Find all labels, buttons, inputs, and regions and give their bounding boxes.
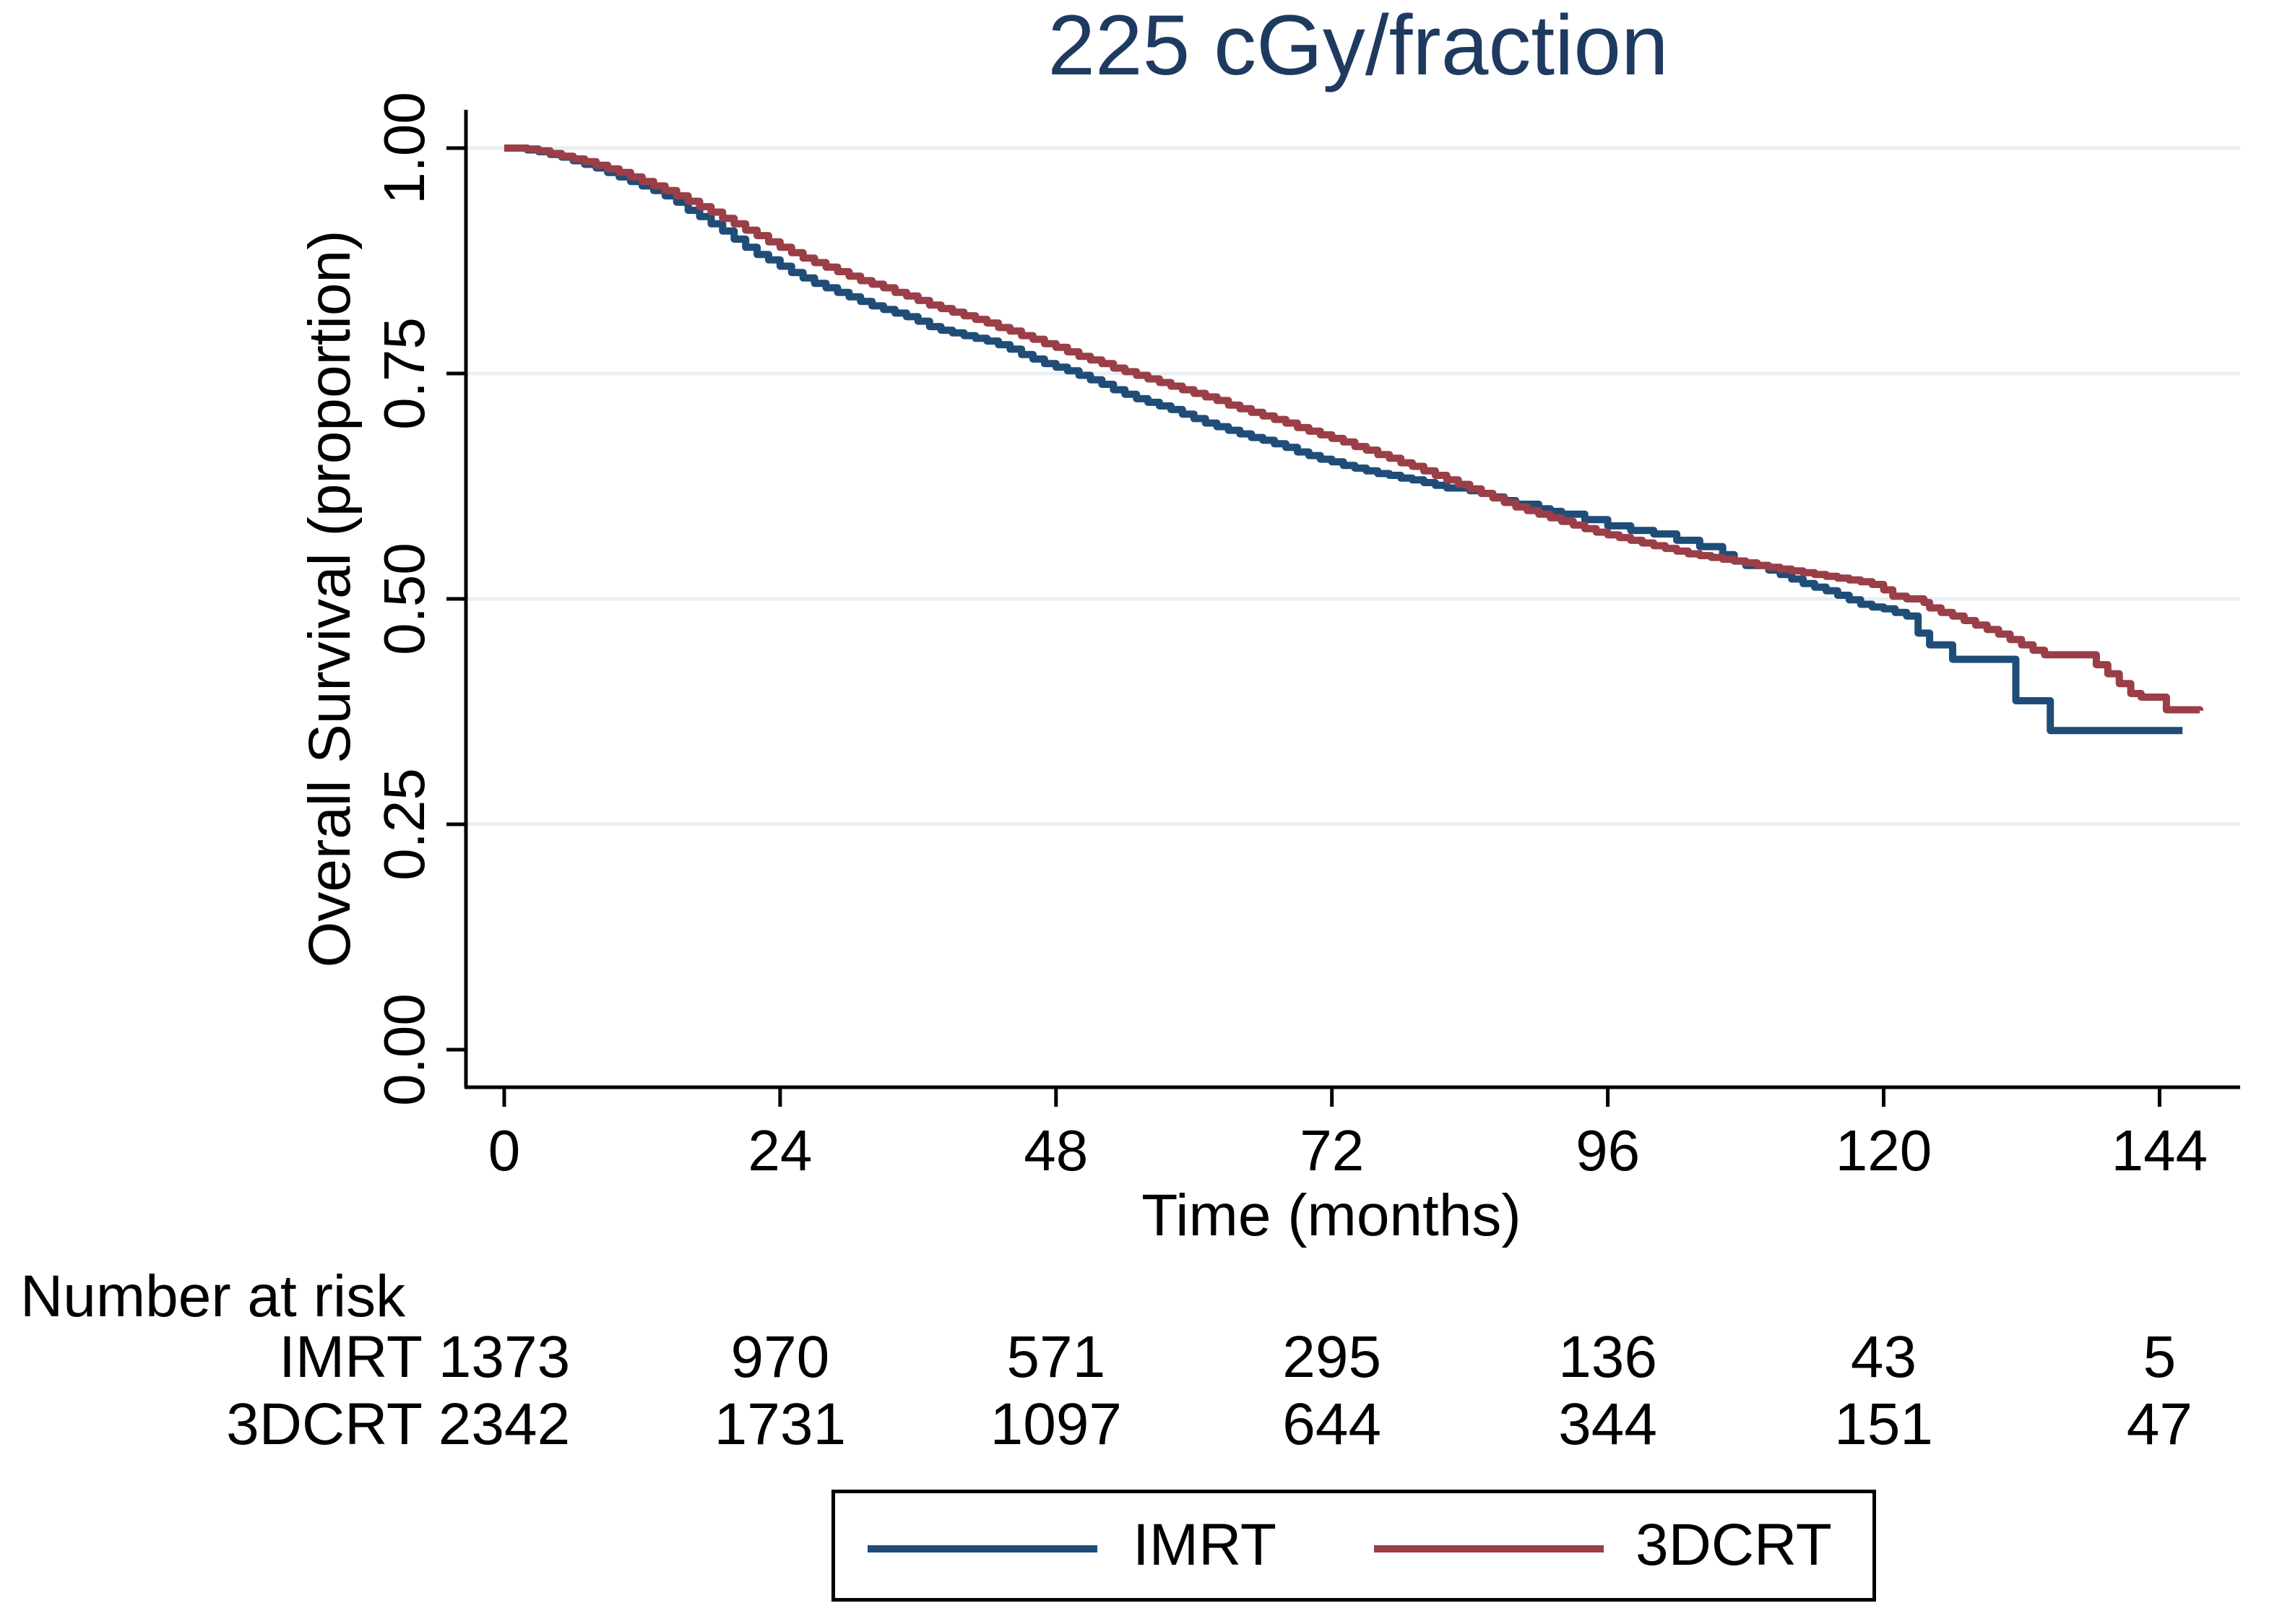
legend-box: IMRT 3DCRT [831,1490,1876,1602]
legend-label-3dcrt: 3DCRT [1636,1512,1832,1578]
chart-title: 225 cGy/fraction [1047,0,1669,93]
risk-value-imrt-120: 43 [1850,1324,1917,1390]
risk-value-imrt-96: 136 [1558,1324,1658,1390]
risk-value-imrt-0: 1373 [438,1324,571,1390]
risk-value-3dcrt-24: 1731 [714,1391,847,1457]
risk-row-label-3dcrt: 3DCRT [226,1391,423,1457]
risk-value-imrt-24: 970 [730,1324,830,1390]
risk-value-3dcrt-0: 2342 [438,1391,571,1457]
x-tick-label: 72 [1300,1118,1365,1183]
legend-label-imrt: IMRT [1133,1512,1276,1578]
x-tick-label: 24 [748,1118,813,1183]
y-tick-label: 1.00 [372,92,436,204]
risk-value-3dcrt-72: 644 [1282,1391,1382,1457]
x-tick-label: 0 [488,1118,521,1183]
risk-value-imrt-48: 571 [1006,1324,1106,1390]
imrt-line-swatch [868,1545,1097,1552]
risk-value-3dcrt-48: 1097 [990,1391,1123,1457]
survival-curve-3dcrt [504,144,2204,714]
y-tick-label: 0.00 [372,993,436,1106]
risk-value-imrt-144: 5 [2143,1324,2177,1390]
x-tick-label: 120 [1835,1118,1932,1183]
risk-value-3dcrt-144: 47 [2126,1391,2192,1457]
risk-table-heading: Number at risk [20,1264,406,1329]
x-axis-title: Time (months) [1141,1183,1521,1248]
x-tick-label: 144 [2111,1118,2208,1183]
3dcrt-line-swatch [1374,1545,1604,1552]
y-axis-title: Overall Survival (proportion) [297,230,363,968]
y-tick-label: 0.75 [372,317,436,430]
x-tick-label: 48 [1024,1118,1089,1183]
risk-value-3dcrt-96: 344 [1558,1391,1658,1457]
risk-row-label-imrt: IMRT [279,1324,423,1390]
y-tick-label: 0.25 [372,768,436,881]
risk-value-3dcrt-120: 151 [1834,1391,1933,1457]
y-tick-label: 0.50 [372,543,436,655]
risk-value-imrt-72: 295 [1282,1324,1382,1390]
x-tick-label: 96 [1576,1118,1641,1183]
